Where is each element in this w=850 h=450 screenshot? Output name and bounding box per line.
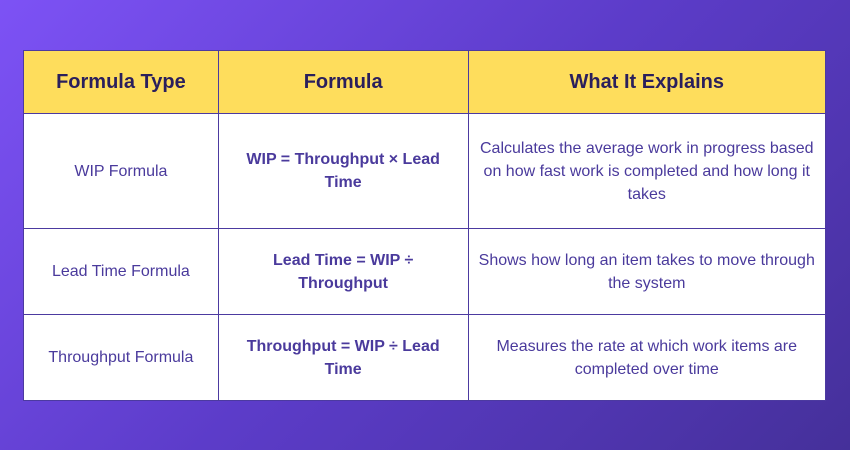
formula-type-cell: WIP Formula	[23, 113, 219, 229]
explains-cell: Measures the rate at which work items ar…	[467, 314, 826, 401]
formula-type-cell: Lead Time Formula	[23, 228, 219, 315]
table-row: Lead Time Formula Lead Time = WIP ÷ Thro…	[23, 228, 826, 315]
formula-type-cell: Throughput Formula	[23, 314, 219, 401]
table-row: Throughput Formula Throughput = WIP ÷ Le…	[23, 314, 826, 401]
formula-cell: Lead Time = WIP ÷ Throughput	[217, 228, 469, 315]
explains-cell: Shows how long an item takes to move thr…	[467, 228, 826, 315]
explains-cell: Calculates the average work in progress …	[467, 113, 826, 229]
header-what-it-explains: What It Explains	[467, 50, 826, 114]
formula-cell: WIP = Throughput × Lead Time	[217, 113, 469, 229]
header-formula: Formula	[217, 50, 469, 114]
header-formula-type: Formula Type	[23, 50, 219, 114]
formula-table: Formula Type Formula What It Explains WI…	[23, 50, 826, 401]
formula-cell: Throughput = WIP ÷ Lead Time	[217, 314, 469, 401]
header-row: Formula Type Formula What It Explains	[23, 50, 826, 114]
table-row: WIP Formula WIP = Throughput × Lead Time…	[23, 113, 826, 229]
